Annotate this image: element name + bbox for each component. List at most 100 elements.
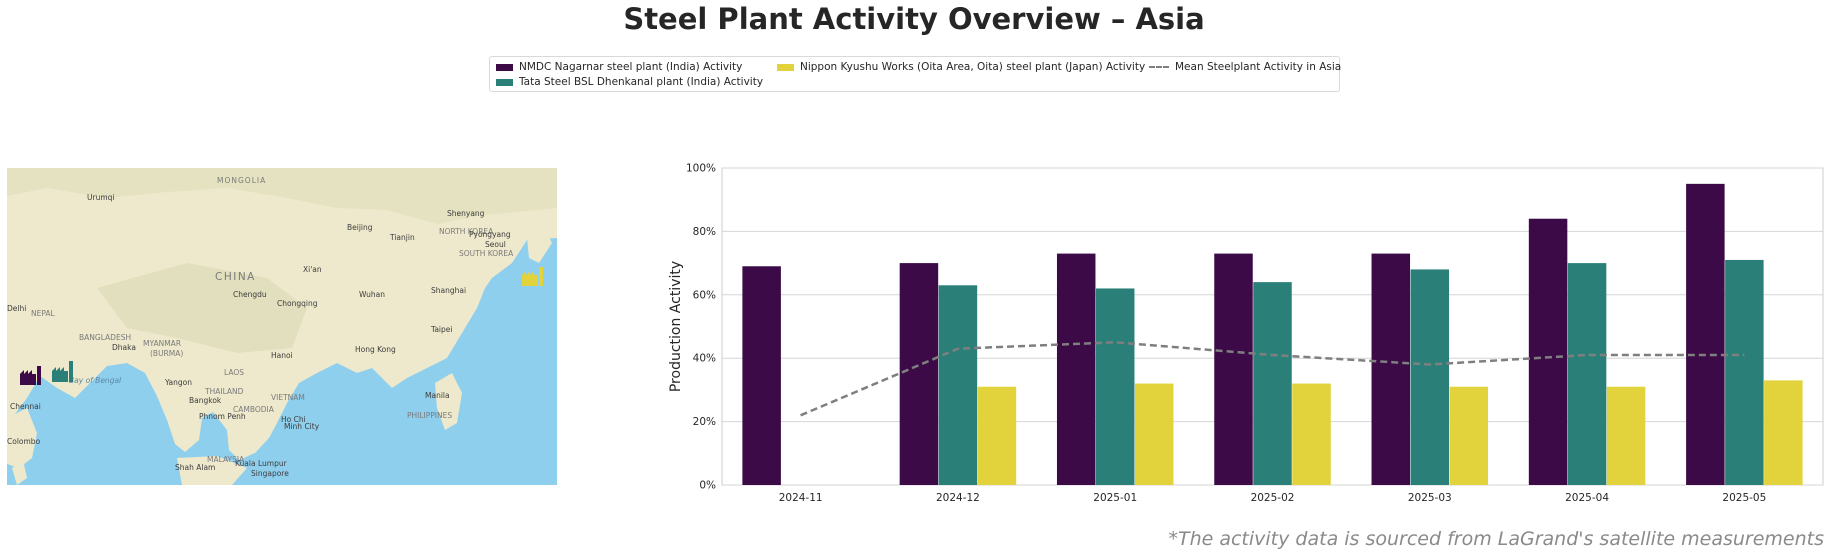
map-label-philippines: PHILIPPINES xyxy=(407,411,452,420)
bar-tata xyxy=(1410,269,1450,485)
map-label-thailand: THAILAND xyxy=(204,387,244,396)
map-label-mongolia: MONGOLIA xyxy=(217,176,266,185)
y-tick-label: 20% xyxy=(693,416,716,428)
map-land-malaysia xyxy=(177,456,247,485)
asia-map: MONGOLIA Urumqi Beijing Tianjin Shenyang… xyxy=(7,168,557,485)
map-label-chengdu: Chengdu xyxy=(233,290,267,299)
y-tick-label: 80% xyxy=(693,226,716,238)
map-land-sri-lanka xyxy=(12,460,27,485)
x-tick-label: 2025-02 xyxy=(1251,492,1295,504)
bar-nmdc xyxy=(1528,218,1568,485)
y-axis-label: Production Activity xyxy=(668,261,684,392)
bar-nmdc xyxy=(1686,183,1725,485)
legend-label-nippon: Nippon Kyushu Works (Oita Area, Oita) st… xyxy=(800,61,1146,73)
map-label-chongqing: Chongqing xyxy=(277,299,318,308)
map-label-shanghai: Shanghai xyxy=(431,286,466,295)
legend-swatch-tata xyxy=(496,78,513,86)
legend-item-tata: Tata Steel BSL Dhenkanal plant (India) A… xyxy=(496,76,763,88)
map-label-colombo: Colombo xyxy=(7,437,41,446)
map-label-vietnam: VIETNAM xyxy=(271,393,305,402)
map-label-kuala-lumpur: Kuala Lumpur xyxy=(235,459,288,468)
bar-nippon xyxy=(1134,383,1174,485)
bar-nippon xyxy=(1449,386,1489,485)
bar-nmdc xyxy=(1056,253,1096,485)
map-label-urumqi: Urumqi xyxy=(87,193,114,202)
y-tick-label: 60% xyxy=(693,289,716,301)
map-label-dhaka: Dhaka xyxy=(112,343,136,352)
chart-title: Steel Plant Activity Overview – Asia xyxy=(623,2,1205,36)
map-label-pyongyang: Pyongyang xyxy=(469,230,511,239)
map-label-bangkok: Bangkok xyxy=(189,396,222,405)
bar-tata xyxy=(1725,259,1764,485)
x-tick-label: 2024-11 xyxy=(779,492,823,504)
legend-item-nippon: Nippon Kyushu Works (Oita Area, Oita) st… xyxy=(777,61,1145,73)
map-label-singapore: Singapore xyxy=(251,469,289,478)
map-label-burma: (BURMA) xyxy=(150,349,183,358)
bar-nippon xyxy=(1606,386,1646,485)
map-label-laos: LAOS xyxy=(224,368,244,377)
map-label-shenyang: Shenyang xyxy=(447,209,485,218)
map-label-phnom-penh: Phnom Penh xyxy=(199,412,246,421)
x-tick-label: 2025-05 xyxy=(1722,492,1766,504)
map-label-shah-alam: Shah Alam xyxy=(175,463,215,472)
line-layer xyxy=(800,341,1745,417)
bar-tata xyxy=(938,285,978,485)
map-label-tianjin: Tianjin xyxy=(389,233,415,242)
bar-nippon xyxy=(1292,383,1331,485)
y-tick-label: 40% xyxy=(693,353,716,365)
bar-tata xyxy=(1567,263,1607,485)
legend-line-mean xyxy=(1149,66,1169,68)
map-label-bangladesh: BANGLADESH xyxy=(79,333,131,342)
y-tick-label: 100% xyxy=(686,163,716,175)
map-label-hanoi: Hanoi xyxy=(271,351,293,360)
map-label-taipei: Taipei xyxy=(430,325,452,334)
bar-nmdc xyxy=(1214,253,1253,485)
map-label-minh-city: Minh City xyxy=(284,422,320,431)
x-tick-label: 2025-01 xyxy=(1093,492,1137,504)
map-land-north xyxy=(7,168,557,224)
map-label-beijing: Beijing xyxy=(347,223,373,232)
map-label-chennai: Chennai xyxy=(10,402,41,411)
mean-activity-line xyxy=(800,341,1745,417)
map-label-seoul: Seoul xyxy=(485,240,506,249)
map-label-ho-chi: Ho Chi xyxy=(281,415,306,424)
nmdc-plant-marker-icon xyxy=(20,366,41,385)
bar-nippon xyxy=(977,386,1017,485)
map-label-hong-kong: Hong Kong xyxy=(355,345,396,354)
map-label-bay-of-bengal: Bay of Bengal xyxy=(69,376,122,385)
legend-item-nmdc: NMDC Nagarnar steel plant (India) Activi… xyxy=(496,61,742,73)
map-label-xian: Xi'an xyxy=(303,265,322,274)
bar-nmdc xyxy=(1371,253,1411,485)
legend-swatch-nmdc xyxy=(496,63,513,71)
map-label-yangon: Yangon xyxy=(164,378,192,387)
map-label-delhi: Delhi xyxy=(7,304,26,313)
map-label-wuhan: Wuhan xyxy=(359,290,385,299)
map-label-myanmar: MYANMAR xyxy=(143,339,181,348)
bar-nmdc xyxy=(899,263,939,485)
legend-item-mean: Mean Steelplant Activity in Asia xyxy=(1149,61,1341,73)
legend-label-nmdc: NMDC Nagarnar steel plant (India) Activi… xyxy=(519,61,743,73)
x-tick-label: 2025-04 xyxy=(1565,492,1609,504)
chart-legend: NMDC Nagarnar steel plant (India) Activi… xyxy=(489,56,1341,92)
map-label-malaysia: MALAYSIA xyxy=(207,455,245,464)
tata-plant-marker-icon xyxy=(52,361,73,382)
bar-nmdc xyxy=(742,266,781,485)
nippon-plant-marker-icon xyxy=(522,267,543,286)
axis-layer: 0% 20% 40% 60% 80% 100% Production Activity 202… xyxy=(668,163,1766,505)
bar-nippon xyxy=(1764,380,1803,485)
data-source-note: *The activity data is sourced from LaGra… xyxy=(1168,528,1824,550)
map-land-india-south xyxy=(7,408,37,468)
map-land-japan xyxy=(527,228,552,263)
x-tick-label: 2025-03 xyxy=(1408,492,1452,504)
bar-layer xyxy=(742,183,1803,485)
legend-swatch-nippon xyxy=(777,63,794,71)
map-label-north-korea: NORTH KOREA xyxy=(439,227,494,236)
activity-bar-chart: 0% 20% 40% 60% 80% 100% Production Activity 202… xyxy=(668,163,1824,505)
map-label-china: CHINA xyxy=(215,271,256,283)
map-land-taiwan xyxy=(447,328,456,348)
x-tick-label: 2024-12 xyxy=(936,492,980,504)
legend-label-mean: Mean Steelplant Activity in Asia xyxy=(1175,61,1342,73)
map-label-cambodia: CAMBODIA xyxy=(233,405,275,414)
map-land-plateau xyxy=(97,263,307,353)
map-label-manila: Manila xyxy=(425,391,450,400)
